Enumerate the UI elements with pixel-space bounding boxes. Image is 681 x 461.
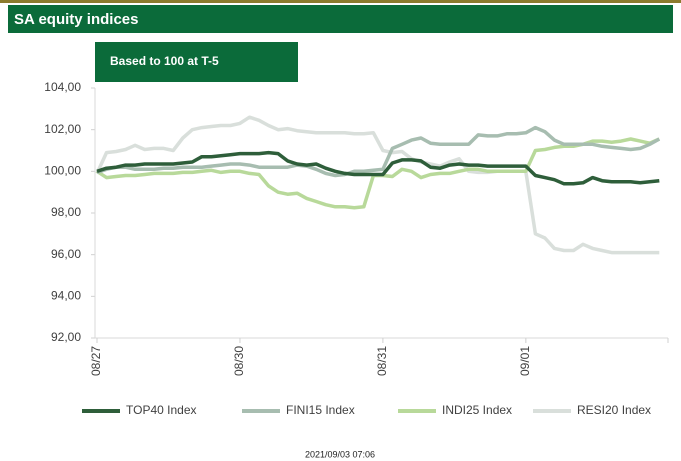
chart-title: SA equity indices — [14, 11, 138, 28]
legend-label: RESI20 Index — [577, 403, 651, 417]
series-line — [96, 150, 660, 186]
legend-label: FINI15 Index — [286, 403, 355, 417]
x-tick-label: 08/27 — [89, 346, 103, 376]
chart-subtitle: Based to 100 at T-5 — [110, 54, 219, 68]
legend-label: TOP40 Index — [126, 403, 197, 417]
x-tick-label: 08/30 — [232, 346, 246, 376]
timestamp: 2021/09/03 07:06 — [305, 449, 375, 459]
x-tick-label: 09/01 — [518, 346, 532, 376]
x-tick-label: 08/31 — [375, 346, 389, 376]
y-tick-label: 92,00 — [51, 330, 81, 344]
y-tick-label: 100,00 — [44, 164, 81, 178]
subtitle-box — [95, 42, 298, 82]
top-rule — [0, 0, 681, 3]
y-tick-label: 94,00 — [51, 289, 81, 303]
y-tick-label: 102,00 — [44, 122, 81, 136]
legend-label: INDI25 Index — [442, 403, 512, 417]
title-bar — [8, 5, 673, 33]
series-line — [96, 125, 661, 178]
series-line — [95, 115, 660, 255]
y-tick-label: 96,00 — [51, 247, 81, 261]
y-tick-label: 98,00 — [51, 205, 81, 219]
y-tick-label: 104,00 — [44, 80, 81, 94]
